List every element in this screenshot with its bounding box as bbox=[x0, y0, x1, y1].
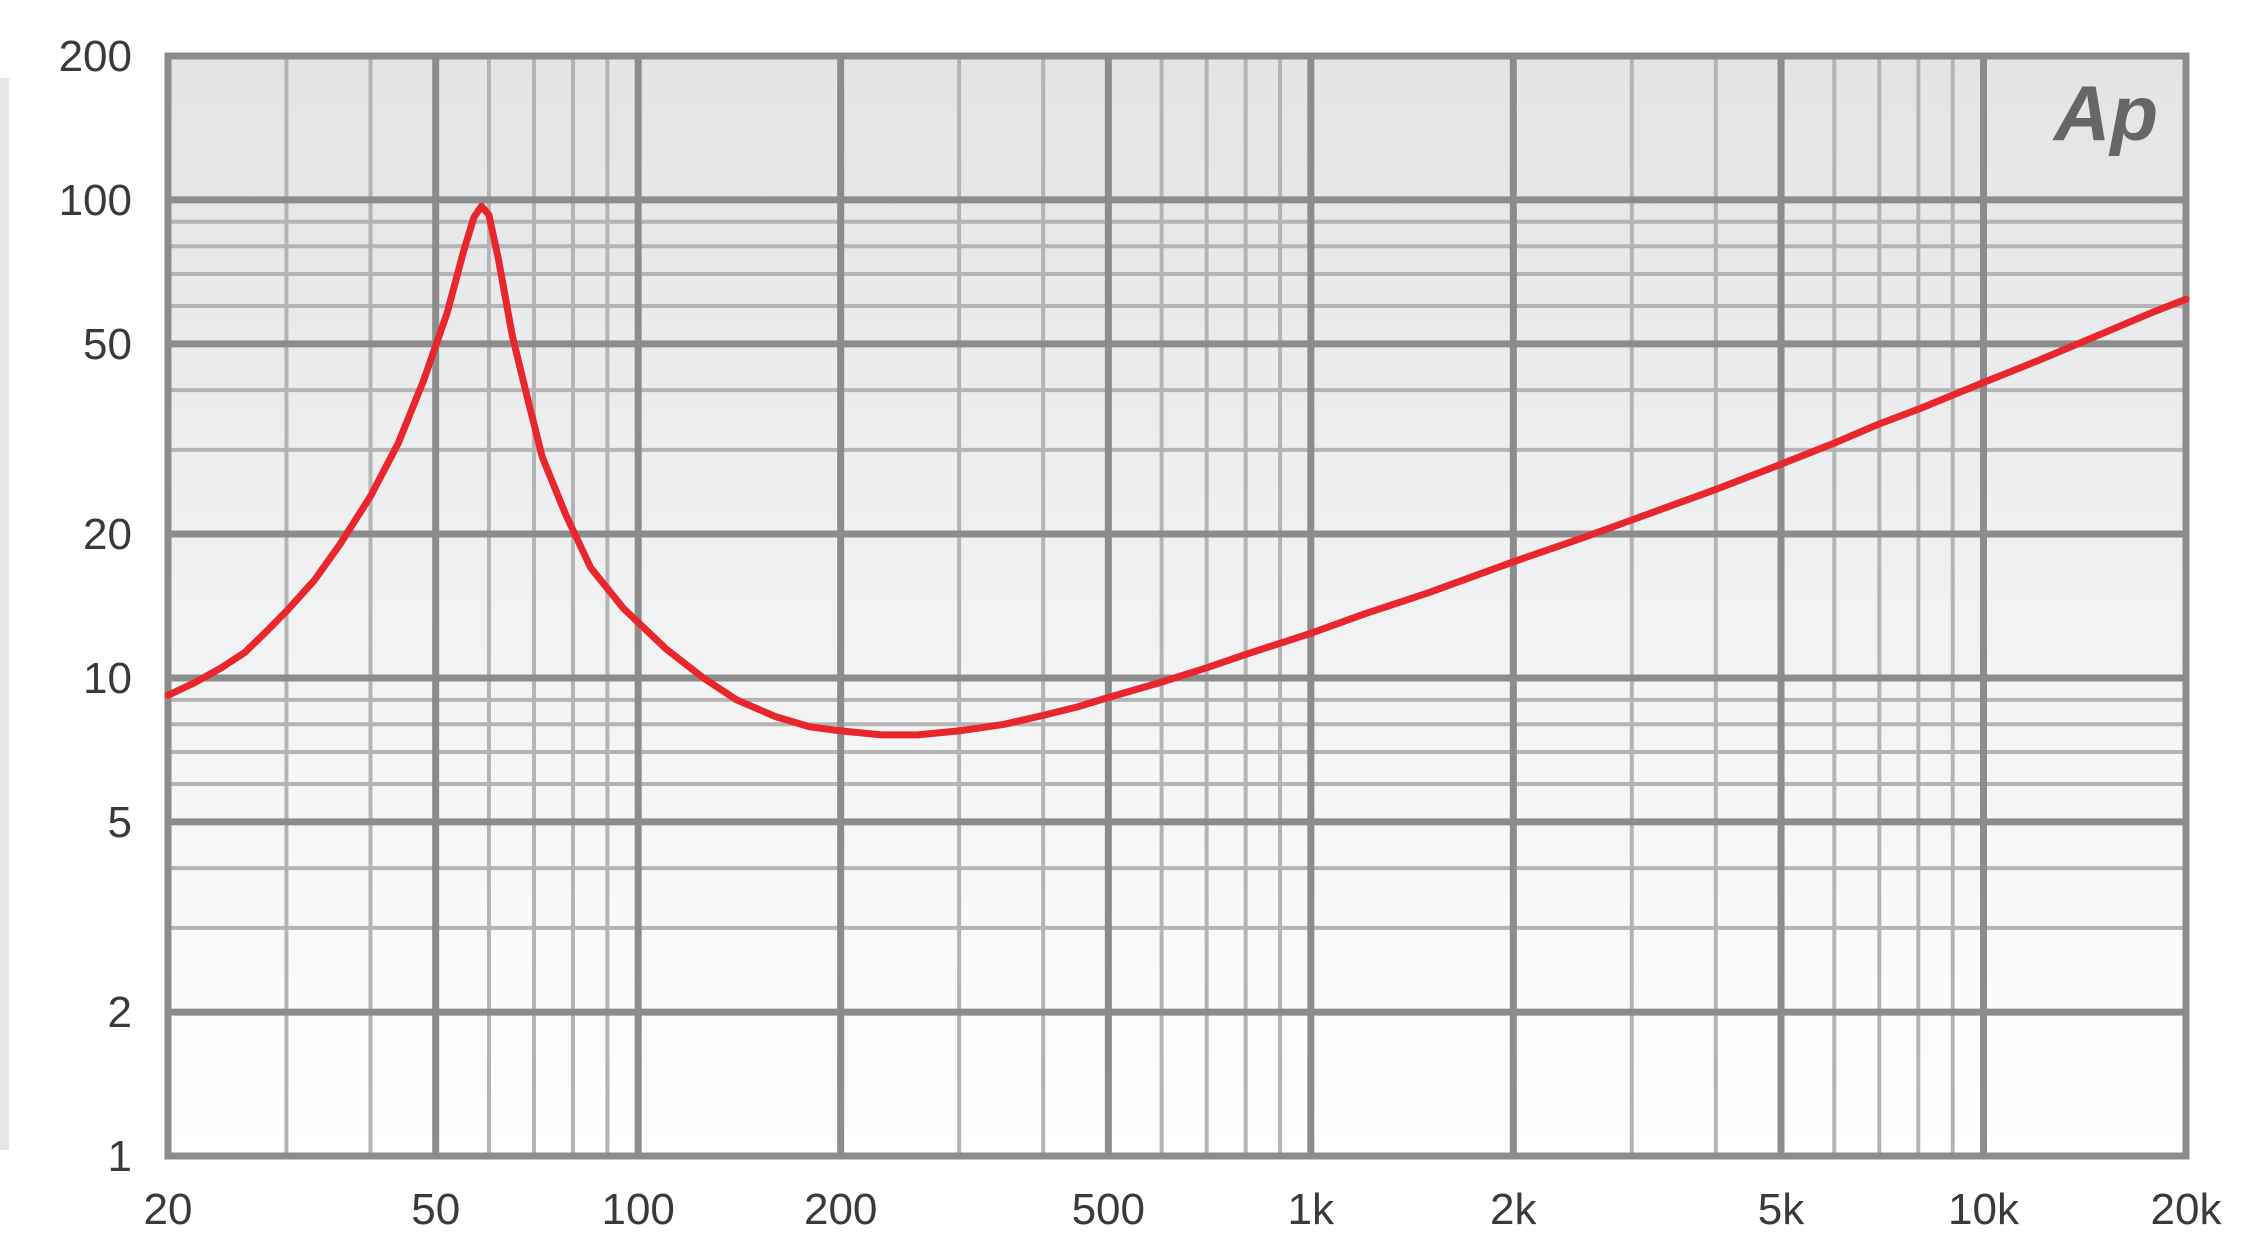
ap-logo: Ap bbox=[2052, 69, 2158, 157]
series-line-0 bbox=[164, 202, 2190, 739]
x-tick-label: 2k bbox=[1490, 1185, 1537, 1234]
x-tick-label: 500 bbox=[1072, 1185, 1145, 1234]
y-tick-label: 100 bbox=[59, 176, 132, 225]
x-tick-label: 5k bbox=[1758, 1185, 1805, 1234]
y-tick-label: 50 bbox=[83, 320, 132, 369]
x-tick-label: 200 bbox=[804, 1185, 877, 1234]
x-tick-labels: 20 50 100 200 500 1k 2k 5k 10k 20k bbox=[144, 1185, 2223, 1234]
y-tick-label: 20 bbox=[83, 510, 132, 559]
y-tick-label: 1 bbox=[108, 1132, 132, 1181]
y-tick-label: 2 bbox=[108, 988, 132, 1037]
x-tick-label: 100 bbox=[601, 1185, 674, 1234]
x-tick-label: 20 bbox=[144, 1185, 193, 1234]
y-tick-label: 200 bbox=[59, 32, 132, 81]
y-tick-label: 10 bbox=[83, 654, 132, 703]
x-tick-label: 10k bbox=[1948, 1185, 2020, 1234]
x-tick-label: 1k bbox=[1288, 1185, 1335, 1234]
y-tick-label: 5 bbox=[108, 798, 132, 847]
plot-background bbox=[168, 56, 2186, 1156]
x-tick-label: 20k bbox=[2151, 1185, 2223, 1234]
left-edge-strip bbox=[0, 78, 9, 1150]
series-layer bbox=[164, 202, 2190, 739]
x-tick-label: 50 bbox=[411, 1185, 460, 1234]
y-tick-labels: 1 2 5 10 20 50 100 200 bbox=[59, 32, 132, 1181]
plot-frame bbox=[164, 52, 2190, 1160]
